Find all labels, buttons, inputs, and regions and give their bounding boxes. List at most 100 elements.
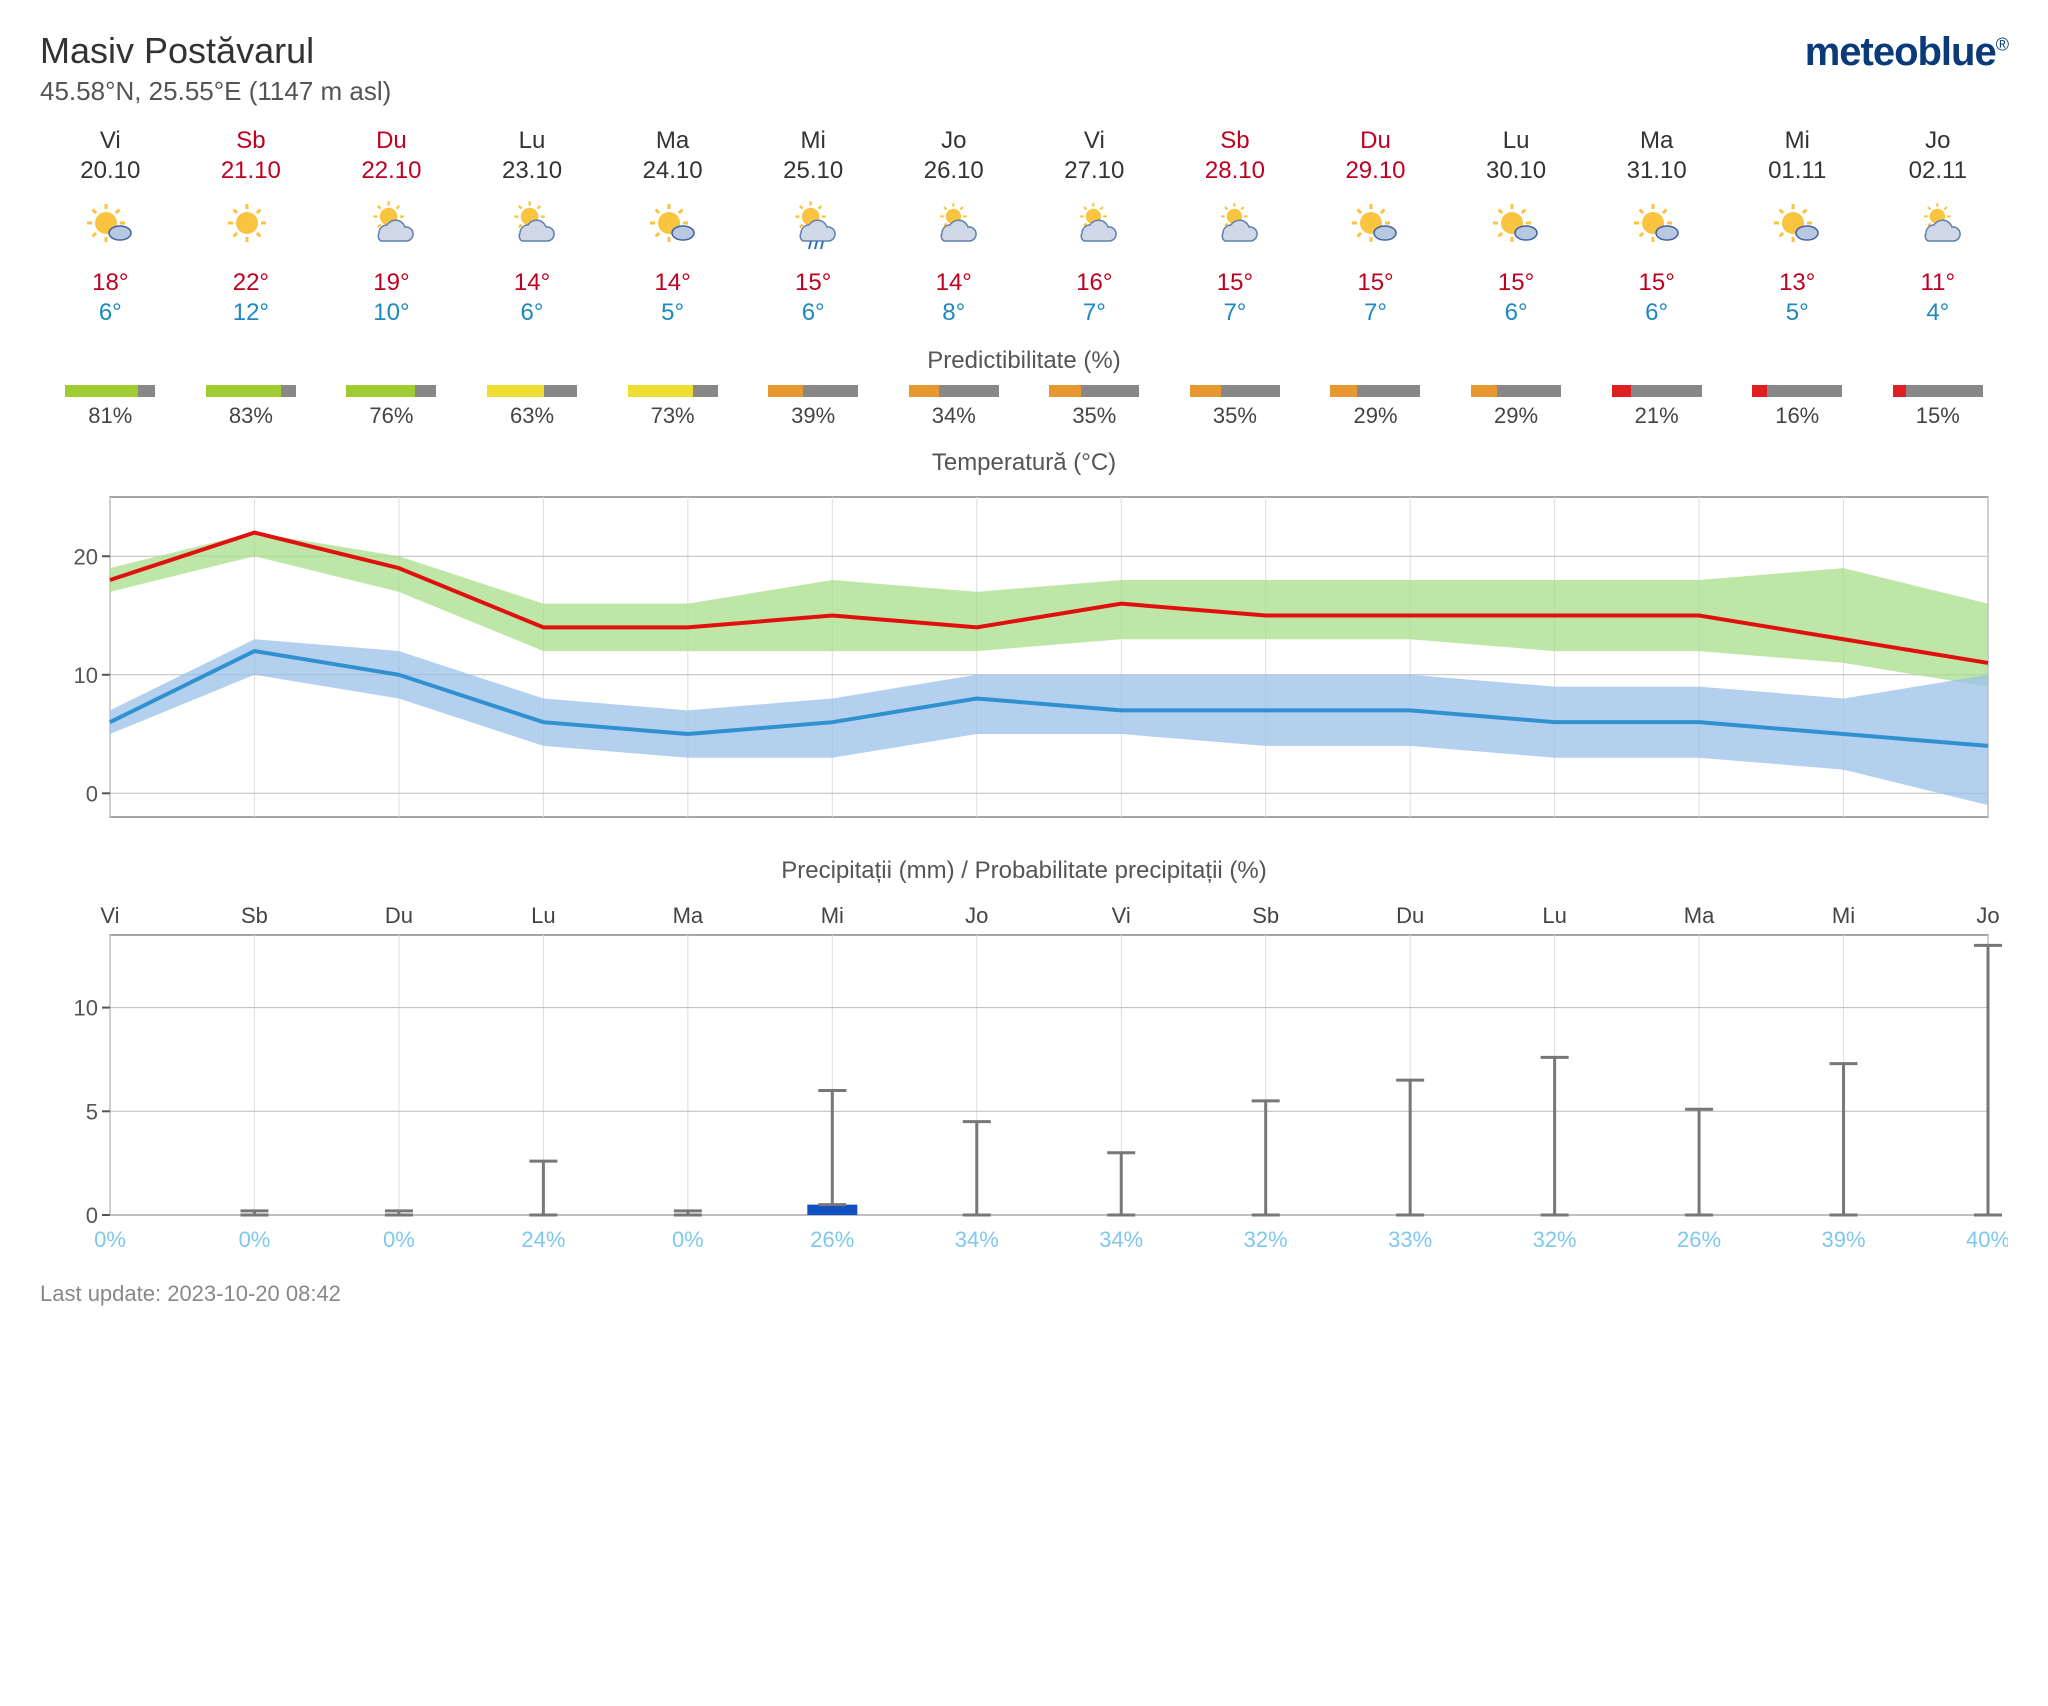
predictability-cell: 63% [462,385,603,429]
svg-text:24%: 24% [521,1227,565,1252]
svg-text:0%: 0% [672,1227,704,1252]
svg-text:Sb: Sb [241,903,268,928]
temp-low: 12° [181,299,322,327]
brand-reg: ® [1996,35,2008,55]
temp-high: 15° [1165,269,1306,297]
day-temps: 15° 6° [743,269,884,327]
temp-low: 8° [883,299,1024,327]
day-header: Lu 30.10 [1446,127,1587,185]
day-temps: 22° 12° [181,269,322,327]
temp-high: 11° [1868,269,2009,297]
predictability-bar [1330,385,1420,397]
precip-chart-title: Precipitații (mm) / Probabilitate precip… [40,857,2008,885]
svg-text:20: 20 [74,544,98,569]
day-date: 24.10 [602,157,743,185]
svg-text:32%: 32% [1244,1227,1288,1252]
day-name: Jo [1868,127,2009,155]
brand-logo: meteoblue® [1805,30,2008,75]
svg-text:0%: 0% [94,1227,126,1252]
day-temps: 15° 7° [1305,269,1446,327]
temp-high: 15° [1446,269,1587,297]
predictability-title: Predictibilitate (%) [40,347,2008,375]
temperature-chart-svg: 01020 [40,487,2008,837]
day-name: Sb [181,127,322,155]
temp-high: 19° [321,269,462,297]
weather-icon [321,197,462,257]
predictability-value: 63% [462,403,603,429]
predictability-cell: 29% [1305,385,1446,429]
day-header: Ma 31.10 [1586,127,1727,185]
day-name: Mi [743,127,884,155]
predictability-value: 34% [883,403,1024,429]
predictability-value: 35% [1024,403,1165,429]
weather-icon [1586,197,1727,257]
weather-icon [1165,197,1306,257]
temp-low: 6° [743,299,884,327]
days-header-row: Vi 20.10 Sb 21.10 Du 22.10 Lu 23.10 Ma 2… [40,127,2008,185]
day-name: Du [1305,127,1446,155]
svg-text:26%: 26% [810,1227,854,1252]
svg-text:Du: Du [385,903,413,928]
day-date: 26.10 [883,157,1024,185]
day-name: Lu [462,127,603,155]
predictability-cell: 29% [1446,385,1587,429]
temp-high: 13° [1727,269,1868,297]
brand-text: meteoblue [1805,30,1996,74]
predictability-bar [909,385,999,397]
day-date: 31.10 [1586,157,1727,185]
svg-text:33%: 33% [1388,1227,1432,1252]
day-header: Mi 25.10 [743,127,884,185]
temp-low: 6° [462,299,603,327]
location-subtitle: 45.58°N, 25.55°E (1147 m asl) [40,76,391,107]
svg-text:0%: 0% [383,1227,415,1252]
predictability-value: 76% [321,403,462,429]
day-name: Ma [602,127,743,155]
predictability-bar [487,385,577,397]
day-temps: 19° 10° [321,269,462,327]
location-block: Masiv Postăvarul 45.58°N, 25.55°E (1147 … [40,30,391,107]
predictability-cell: 34% [883,385,1024,429]
weather-icon [1446,197,1587,257]
day-name: Vi [1024,127,1165,155]
svg-text:Jo: Jo [1976,903,1999,928]
last-update: Last update: 2023-10-20 08:42 [40,1281,2008,1307]
day-date: 01.11 [1727,157,1868,185]
predictability-value: 35% [1165,403,1306,429]
day-header: Jo 02.11 [1868,127,2009,185]
svg-text:Vi: Vi [100,903,119,928]
day-header: Vi 20.10 [40,127,181,185]
svg-text:32%: 32% [1533,1227,1577,1252]
predictability-bar [1612,385,1702,397]
predictability-bar [1752,385,1842,397]
temp-low: 6° [1586,299,1727,327]
predictability-value: 29% [1446,403,1587,429]
day-name: Mi [1727,127,1868,155]
predictability-bar [628,385,718,397]
day-date: 22.10 [321,157,462,185]
temp-high: 14° [602,269,743,297]
weather-icon [181,197,322,257]
predictability-cell: 35% [1024,385,1165,429]
svg-text:40%: 40% [1966,1227,2008,1252]
predictability-row: 81% 83% 76% 63% [40,385,2008,429]
location-title: Masiv Postăvarul [40,30,391,72]
day-temps: 15° 7° [1165,269,1306,327]
predictability-cell: 21% [1586,385,1727,429]
weather-icon [40,197,181,257]
predictability-value: 83% [181,403,322,429]
temp-low: 6° [1446,299,1587,327]
svg-text:Ma: Ma [1684,903,1715,928]
temp-low: 4° [1868,299,2009,327]
temp-high: 18° [40,269,181,297]
predictability-bar [1893,385,1983,397]
predictability-value: 29% [1305,403,1446,429]
day-date: 21.10 [181,157,322,185]
day-name: Jo [883,127,1024,155]
day-header: Du 29.10 [1305,127,1446,185]
svg-text:Vi: Vi [1112,903,1131,928]
svg-text:5: 5 [86,1099,98,1124]
temp-high: 15° [1586,269,1727,297]
predictability-value: 39% [743,403,884,429]
svg-text:Jo: Jo [965,903,988,928]
svg-text:Lu: Lu [1542,903,1566,928]
